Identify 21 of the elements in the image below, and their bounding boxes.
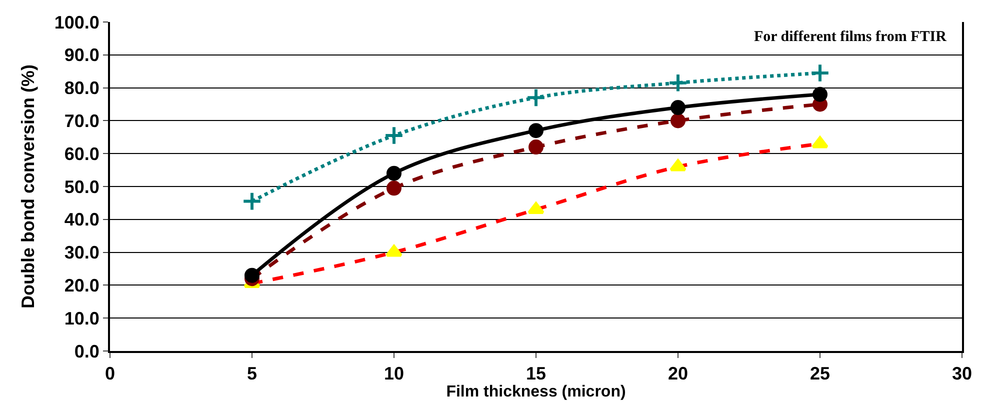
y-tick-label: 30.0 [64, 242, 100, 263]
x-tick-label: 0 [104, 364, 116, 384]
x-tick-label: 5 [246, 364, 258, 384]
y-tick-label: 50.0 [64, 176, 100, 197]
y-tick-label: 90.0 [64, 45, 100, 66]
annotation: For different films from FTIR [754, 29, 947, 45]
x-tick-label: 20 [668, 364, 688, 384]
y-tick-label: 40.0 [64, 210, 100, 230]
y-tick-label: 100.0 [54, 12, 100, 32]
y-tick-label: 20.0 [64, 276, 100, 296]
x-tick-label: 15 [526, 364, 546, 384]
y-tick-label: 60.0 [64, 144, 100, 164]
y-tick-label: 0.0 [74, 341, 100, 362]
x-axis-title: Film thickness (micron) [446, 384, 626, 401]
y-tick-label: 80.0 [64, 78, 100, 98]
y-tick-label: 70.0 [64, 111, 100, 131]
x-tick-label: 30 [952, 364, 972, 384]
y-tick-label: 10.0 [64, 308, 100, 328]
x-tick-label: 25 [810, 364, 830, 384]
x-tick-label: 10 [384, 364, 404, 384]
y-axis-title: Double bond conversion (%) [18, 64, 38, 309]
